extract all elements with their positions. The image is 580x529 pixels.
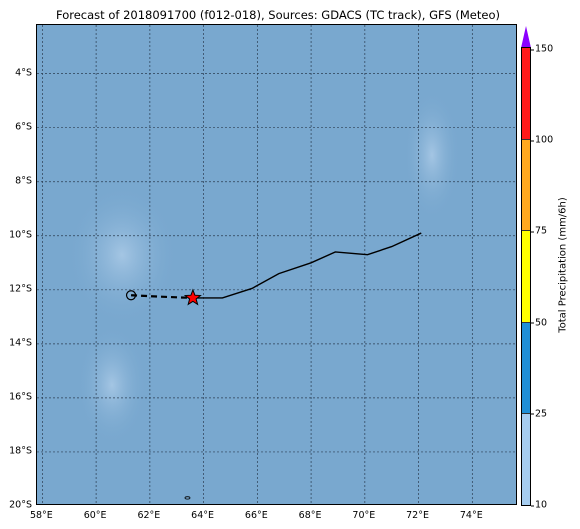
cloud-band — [77, 325, 147, 445]
colorbar-label: Total Precipitation (mm/6h) — [557, 197, 569, 333]
past-track-line — [130, 294, 193, 300]
latitude-tick-label: 4°S — [15, 67, 32, 79]
island-outline — [184, 496, 191, 500]
colorbar-tick-label: 75 — [530, 225, 548, 237]
colorbar — [521, 47, 531, 506]
longitude-tick-label: 58°E — [29, 510, 53, 521]
longitude-tick-label: 72°E — [406, 510, 429, 521]
longitude-tick-label: 66°E — [244, 510, 268, 521]
colorbar-segment — [522, 321, 530, 414]
latitude-tick-label: 14°S — [9, 337, 32, 349]
colorbar-tick-label: 50 — [530, 317, 548, 329]
colorbar-tick-label: 150 — [530, 43, 554, 55]
longitude-tick-label: 62°E — [137, 510, 161, 521]
longitude-tick-label: 60°E — [83, 510, 107, 521]
colorbar-segment — [522, 413, 530, 505]
forecast-track-line — [192, 232, 422, 299]
latitude-tick-label: 16°S — [9, 391, 32, 403]
latitude-tick-label: 6°S — [15, 121, 32, 133]
colorbar-tick-label: 25 — [530, 408, 548, 420]
colorbar-extend-arrow — [521, 26, 531, 48]
colorbar-tick-label: 10 — [530, 499, 548, 511]
latitude-tick-label: 10°S — [9, 229, 32, 241]
map-plot-area — [36, 24, 517, 505]
longitude-tick-label: 64°E — [191, 510, 215, 521]
latitude-tick-label: 8°S — [15, 175, 32, 187]
colorbar-segment — [522, 48, 530, 139]
longitude-tick-label: 68°E — [298, 510, 322, 521]
colorbar-segment — [522, 230, 530, 322]
latitude-tick-label: 18°S — [9, 445, 32, 457]
map-canvas — [37, 25, 516, 504]
current-position-star-icon — [183, 288, 202, 306]
cloud-band — [404, 90, 460, 220]
track-start-marker — [125, 290, 137, 301]
longitude-tick-label: 70°E — [352, 510, 376, 521]
colorbar-tick-label: 100 — [530, 134, 554, 146]
colorbar-segment — [522, 138, 530, 231]
cloud-band — [67, 185, 177, 325]
longitude-tick-label: 74°E — [459, 510, 483, 521]
latitude-tick-label: 12°S — [9, 283, 32, 295]
latitude-tick-label: 20°S — [9, 499, 32, 511]
map-title: Forecast of 2018091700 (f012-018), Sourc… — [56, 8, 500, 22]
